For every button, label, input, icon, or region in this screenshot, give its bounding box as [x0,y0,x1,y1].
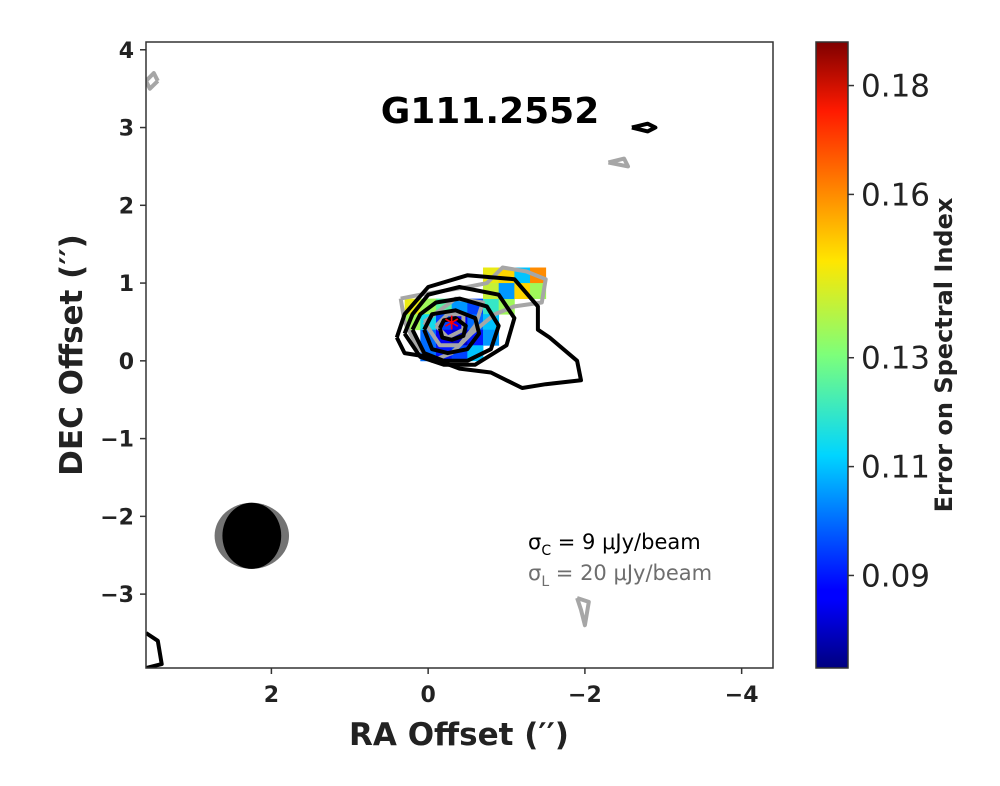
sigma-l-annotation: σL = 20 μJy/beam [528,561,712,590]
colorbar-label: Error on Spectral Index [930,197,958,512]
y-tick-label-2: 2 [119,194,134,219]
y-tick-label-4: 0 [119,350,134,375]
x-axis-label: RA Offset (′′) [349,717,569,753]
colorbar-tick-label-4: 0.18 [861,69,930,105]
heatmap-cell-27 [498,283,515,300]
y-axis-ticks: 4 3 2 1 0 −1 −2 −3 [100,39,146,608]
x-tick-label-2: −2 [568,683,602,708]
beam-ellipse-1 [222,502,282,569]
continuum-contours [146,121,658,668]
sigma-l-symbol: σ [528,561,541,585]
line-contour-5 [575,596,591,628]
sigma-c-symbol: σ [528,530,541,554]
y-tick-label-3: 1 [119,272,134,297]
colorbar-tick-label-1: 0.11 [861,450,930,486]
y-axis-label: DEC Offset (′′) [54,234,90,476]
x-tick-label-3: −4 [725,683,759,708]
sigma-c-annotation: σC = 9 μJy/beam [528,530,701,559]
beam-ellipses [214,502,290,569]
source-marker-layer: * [444,311,459,346]
y-tick-label-5: −1 [100,428,134,453]
y-tick-label-6: −2 [100,505,134,530]
continuum-contour-5 [631,121,658,134]
sigma-l-subscript: L [541,574,549,590]
line-contour-4 [146,71,160,91]
x-tick-label-0: 2 [264,683,279,708]
sigma-l-value: = 20 μJy/beam [549,561,712,585]
y-tick-label-0: 4 [119,39,134,64]
colorbar-gradient [816,42,848,668]
colorbar-tick-label-3: 0.16 [861,177,930,213]
continuum-contour-2 [410,296,501,363]
colorbar: 0.09 0.11 0.13 0.16 0.18 Error on Spectral I… [815,41,958,669]
sigma-annotations: σC = 9 μJy/beam σL = 20 μJy/beam [528,530,712,590]
plot-frame [145,41,774,669]
x-axis-ticks: 2 0 −2 −4 [264,668,759,708]
heatmap-cell-5 [483,298,500,315]
continuum-contour-1 [402,285,517,367]
line-contour-3 [607,156,630,169]
sigma-c-subscript: C [541,543,551,559]
sigma-c-value: = 9 μJy/beam [551,530,701,554]
continuum-contour-3 [422,308,482,356]
continuum-contour-4 [437,316,468,342]
colorbar-frame [815,41,849,669]
chart-title: G111.2552 [381,91,600,132]
y-tick-label-7: −3 [100,583,134,608]
colorbar-tick-label-0: 0.09 [861,558,930,594]
y-tick-label-1: 3 [119,117,134,142]
plot-area: * [145,41,774,669]
continuum-contour-6 [146,631,164,668]
colorbar-ticks: 0.09 0.11 0.13 0.16 0.18 [848,69,930,594]
colorbar-tick-label-2: 0.13 [861,341,930,377]
source-star-marker: * [444,311,459,346]
x-tick-label-1: 0 [420,683,435,708]
